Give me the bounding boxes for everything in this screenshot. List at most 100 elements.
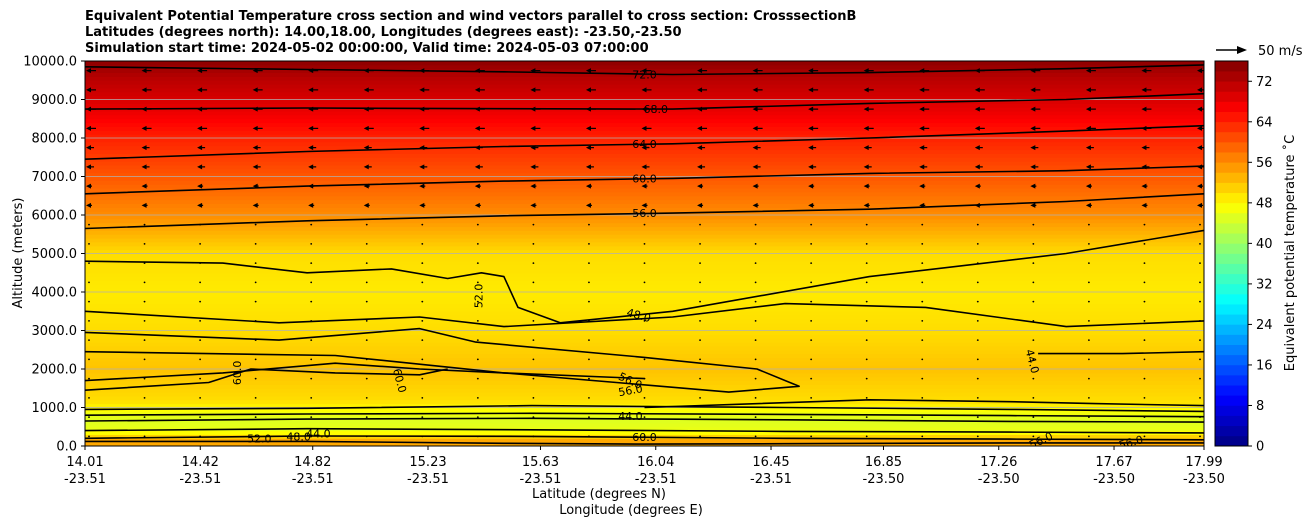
wind-arrow [474,164,483,170]
wind-arrow [197,68,208,74]
temperature-band [85,256,1204,262]
wind-arrow [588,242,590,245]
temperature-band [85,264,1204,270]
x-tick-label-lon: -23.51 [64,472,106,487]
wind-arrow [976,262,979,265]
wind-arrow [585,164,594,170]
wind-arrow [1143,339,1146,342]
wind-arrow [421,377,424,380]
wind-arrow [865,396,868,399]
wind-arrow [308,125,319,131]
wind-arrow [865,262,868,265]
wind-arrow [1032,377,1035,380]
wind-arrow [1085,145,1094,151]
wind-arrow [641,164,650,170]
wind-arrow [697,106,708,112]
wind-arrow [197,202,204,208]
wind-arrow [921,435,924,438]
wind-arrow [254,396,257,399]
wind-arrow [697,87,708,93]
colorbar-band [1215,101,1248,112]
colorbar-band [1215,60,1248,72]
contour-line-52 [85,229,1204,324]
temperature-band [85,110,1204,116]
wind-arrow [699,223,701,226]
colorbar-tick-label: 0 [1256,440,1264,455]
temperature-band [85,172,1204,177]
wind-arrow [808,202,815,208]
temperature-band [85,283,1204,289]
wind-arrow [1032,396,1035,399]
contour-label: 48.0 [286,430,311,443]
wind-arrow [254,358,257,361]
wind-arrow [699,300,701,303]
quiver-key: 50 m/s [1216,44,1303,59]
wind-arrow [697,68,708,74]
wind-arrow [199,319,202,322]
wind-arrow [1199,262,1201,265]
wind-arrow [1088,339,1090,342]
x-tick-label-lat: 17.67 [1095,455,1132,470]
wind-arrow [919,145,928,151]
colorbar-band [1215,293,1248,305]
wind-arrow [754,281,757,284]
wind-arrow [532,242,535,245]
wind-arrow [1085,183,1092,189]
wind-arrow [530,87,541,93]
wind-arrow [474,87,485,93]
wind-arrow [308,183,315,189]
temperature-band [85,383,1204,389]
temperature-band [85,426,1204,432]
temperature-band [85,214,1204,220]
x-tick-label-lon: -23.51 [179,472,221,487]
colorbar-band [1215,151,1248,163]
wind-arrow [810,281,813,284]
wind-arrow [921,339,924,342]
wind-arrow [254,300,257,303]
wind-arrow [1085,68,1096,74]
wind-arrow [1199,358,1201,361]
wind-arrow [1030,106,1041,112]
wind-arrow [808,68,819,74]
wind-arrow [143,242,146,245]
wind-arrow [1143,435,1146,438]
wind-arrow [1143,242,1146,245]
wind-arrow [641,125,652,131]
x-tick-label-lat: 16.45 [752,455,789,470]
wind-arrow [863,183,870,189]
wind-arrow [921,262,924,265]
colorbar-bands [1215,60,1248,447]
temperature-band [85,387,1204,393]
contour-line-48 [85,302,1204,328]
wind-arrow [199,339,202,342]
wind-arrow [919,68,930,74]
colorbar-tick-label: 40 [1256,237,1273,252]
wind-arrow [974,202,981,208]
wind-arrow [530,183,537,189]
temperature-band [85,75,1204,81]
wind-arrow [252,125,263,131]
temperature-band [85,360,1204,366]
wind-arrow [199,242,202,245]
wind-arrow [197,145,206,151]
wind-arrow [697,202,704,208]
temperature-band [85,114,1204,120]
wind-arrow [476,416,479,419]
wind-arrow [588,281,590,284]
wind-arrow [976,416,979,419]
wind-arrow [88,435,90,438]
wind-arrow [863,145,872,151]
colorbar-band [1215,263,1248,275]
wind-arrow [197,87,208,93]
wind-arrow [1199,396,1201,399]
wind-arrow [643,262,646,265]
wind-arrow [752,87,763,93]
wind-arrow [532,435,535,438]
wind-arrow [697,164,706,170]
wind-arrow [585,106,596,112]
colorbar-band [1215,324,1248,335]
wind-arrow [976,377,979,380]
colorbar-band [1215,141,1248,153]
temperature-band [85,333,1204,339]
y-tick-label: 1000.0 [32,401,78,416]
